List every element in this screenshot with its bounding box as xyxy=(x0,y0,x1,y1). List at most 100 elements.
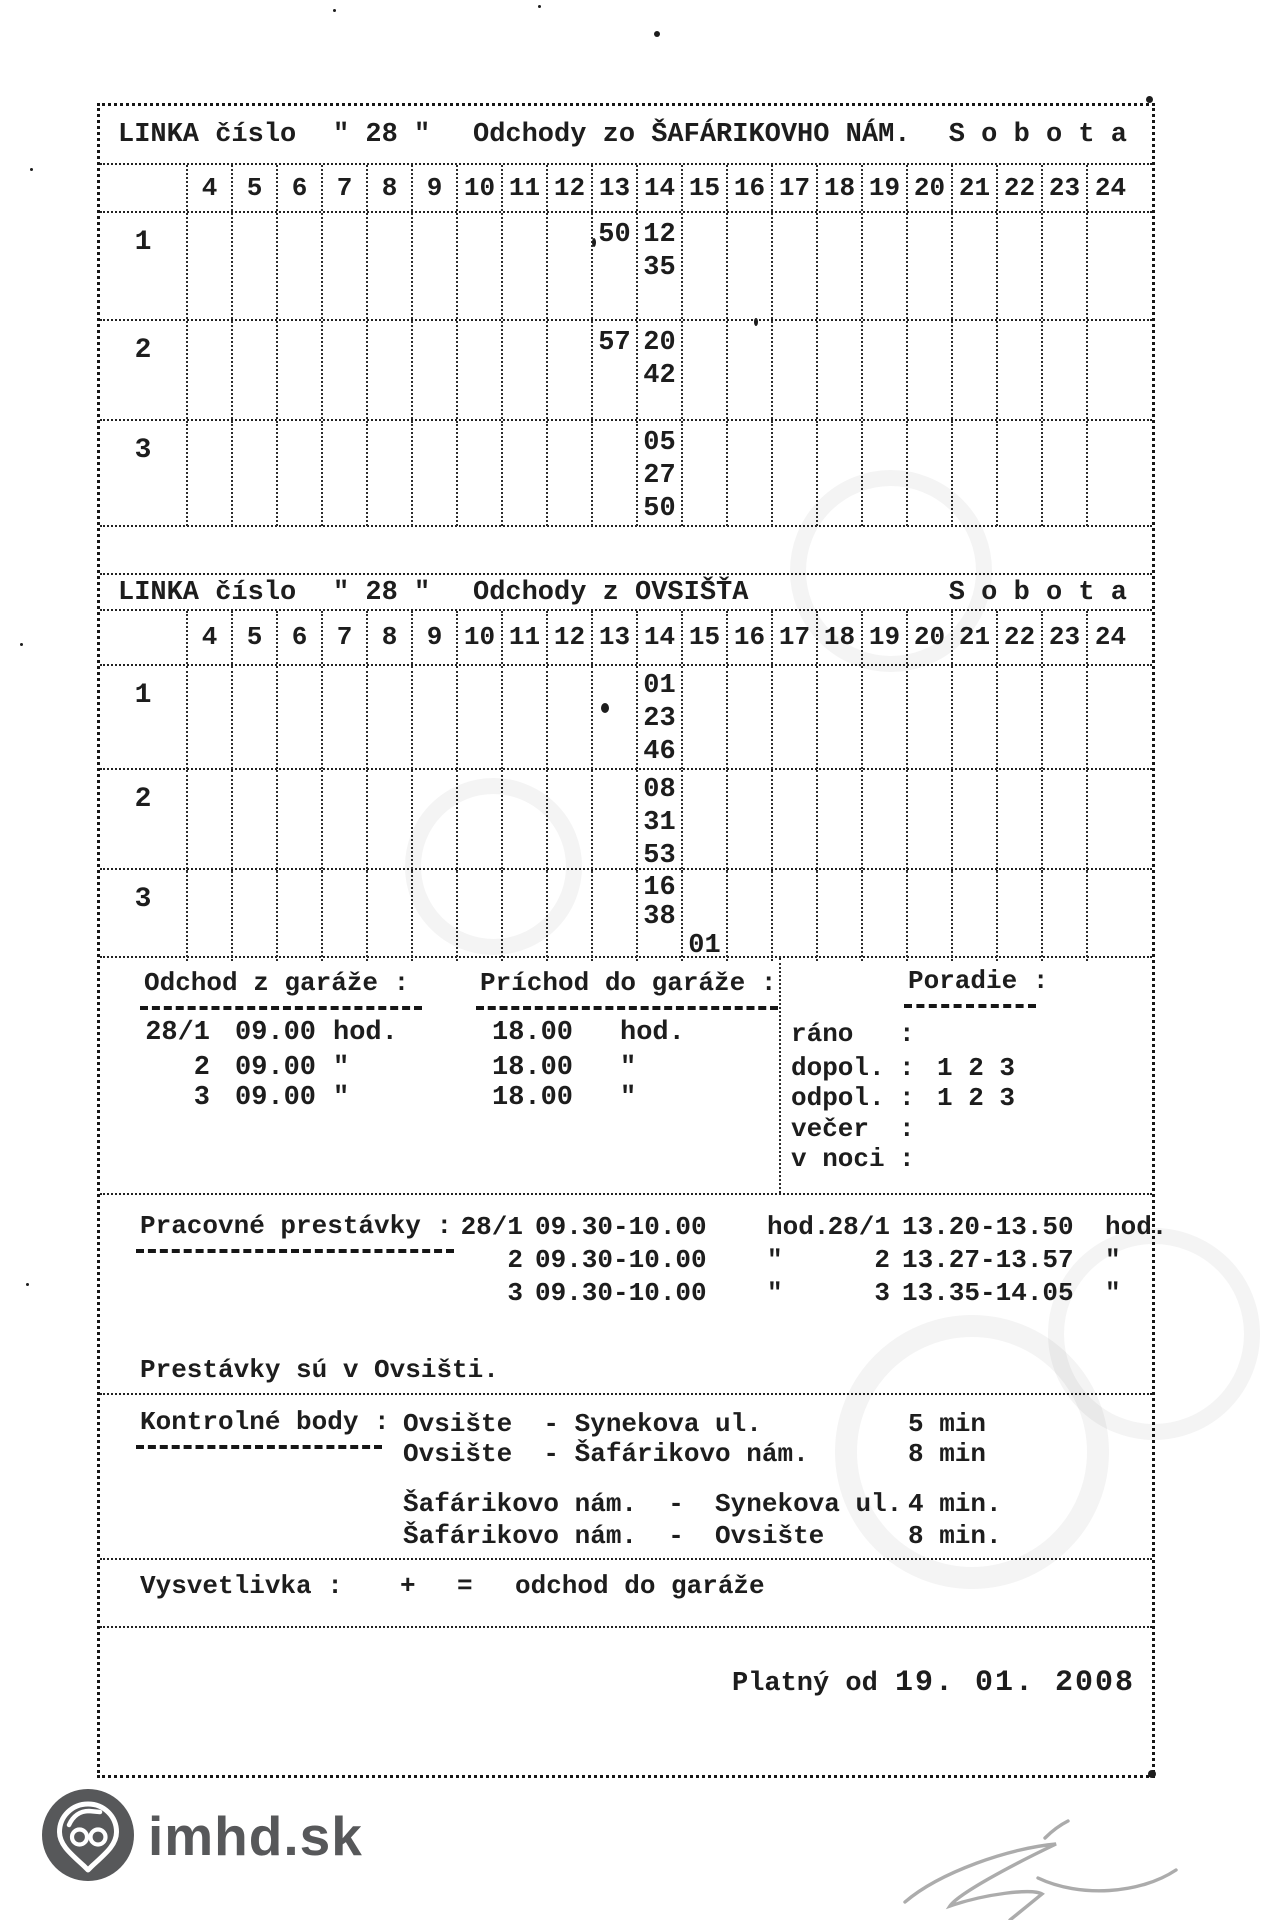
timetable-cell xyxy=(593,770,638,873)
minute-value: 20 xyxy=(643,328,676,358)
minute-value: 08 xyxy=(643,775,676,805)
handwritten-signature xyxy=(903,1819,1178,1920)
weekday-label: S o b o t a xyxy=(948,120,1127,150)
hour-header: 17 xyxy=(773,611,818,664)
dashed-underline xyxy=(476,1006,778,1010)
scan-speck xyxy=(1148,1770,1156,1778)
scan-speck xyxy=(20,643,23,646)
order-value: 1 2 3 xyxy=(937,1053,1016,1083)
garage-arrival-time: 18.00 xyxy=(492,1018,574,1048)
timetable-cell xyxy=(413,770,458,873)
control-points-heading: Kontrolné body : xyxy=(140,1407,390,1437)
control-point-row: Ovsište - Šafárikovo nám. 8 min xyxy=(100,1439,1152,1473)
hour-header: 22 xyxy=(998,611,1043,664)
timetable-cell xyxy=(278,770,323,873)
break-time-range: 13.27-13.57 xyxy=(902,1245,1074,1275)
timetable-cell xyxy=(458,321,503,419)
hour-header: 24 xyxy=(1094,173,1127,203)
timetable-cell xyxy=(188,770,233,873)
timetable-cell xyxy=(908,870,953,961)
timetable-cell xyxy=(1043,666,1088,769)
timetable-cell: 05 27 50 xyxy=(638,421,683,526)
unit-label: " xyxy=(333,1083,350,1113)
order-period-label: večer xyxy=(791,1114,870,1144)
hour-header-spacer xyxy=(100,611,188,664)
timetable-cell xyxy=(683,321,728,419)
bus-number: 28/1 xyxy=(145,1018,210,1048)
garage-departure-time: 09.00 xyxy=(235,1018,317,1048)
timetable-cell xyxy=(1043,770,1088,873)
hour-header: 4 xyxy=(188,611,233,664)
order-value: 1 2 3 xyxy=(937,1083,1016,1113)
timetable-cell xyxy=(413,213,458,319)
garage-row: 2 09.00 " 18.00 " xyxy=(100,1053,1152,1087)
timetable-cell xyxy=(953,666,998,769)
control-route: Ovsište - Synekova ul. xyxy=(403,1409,762,1439)
timetable-cell xyxy=(548,421,593,526)
garage-section: Odchod z garáže : Príchod do garáže : Po… xyxy=(100,958,1152,1195)
timetable-cell xyxy=(593,666,638,769)
timetable-cell xyxy=(728,321,773,419)
minute-value: 46 xyxy=(643,737,676,767)
scan-speck xyxy=(333,9,336,12)
timetable-row: 1 01 23 46 xyxy=(100,666,1152,770)
vehicle-order-number: 2 xyxy=(100,321,188,419)
order-period-label: ráno xyxy=(791,1019,854,1049)
timetable-cell xyxy=(503,666,548,769)
timetable-cell xyxy=(728,870,773,961)
timetable-cell xyxy=(188,421,233,526)
unit-label: hod. xyxy=(1105,1212,1168,1242)
timetable-cell xyxy=(728,770,773,873)
minute-value: 42 xyxy=(643,361,676,391)
timetable-rows: 1 50 12 35 2 57 20 42 3 05 27 50 xyxy=(100,213,1152,527)
table-title-prefix: LINKA číslo xyxy=(118,578,297,608)
timetable-cell xyxy=(863,321,908,419)
hour-header: 12 xyxy=(548,611,593,664)
timetable-cell xyxy=(323,770,368,873)
timetable-cell xyxy=(368,770,413,873)
timetable-cell xyxy=(728,213,773,319)
timetable-cell: 01 xyxy=(683,870,728,961)
timetable-cell xyxy=(998,421,1043,526)
timetable-cell xyxy=(953,321,998,419)
timetable-cell xyxy=(1088,770,1133,873)
hour-header: 9 xyxy=(413,611,458,664)
timetable-cell xyxy=(233,666,278,769)
hour-header: 13 xyxy=(593,165,638,211)
timetable-cell xyxy=(278,213,323,319)
garage-arrival-heading: Príchod do garáže : xyxy=(480,968,777,998)
breaks-location-note: Prestávky sú v Ovsišti. xyxy=(140,1355,499,1385)
bus-number: 3 xyxy=(874,1278,890,1308)
timetable-cell xyxy=(908,321,953,419)
timetable-cell xyxy=(773,421,818,526)
break-time-range: 09.30-10.00 xyxy=(535,1278,707,1308)
timetable-cell xyxy=(233,770,278,873)
timetable-cell xyxy=(863,421,908,526)
hour-header: 15 xyxy=(683,165,728,211)
timetable-cell xyxy=(1043,321,1088,419)
unit-label: hod. xyxy=(333,1018,398,1048)
vehicle-order-number: 2 xyxy=(100,770,188,873)
hour-header: 11 xyxy=(503,165,548,211)
row-tail xyxy=(1133,770,1152,873)
timetable-row: 1 50 12 35 xyxy=(100,213,1152,321)
timetable-cell xyxy=(593,421,638,526)
vehicle-order-number: 1 xyxy=(100,213,188,319)
morning-breaks-group: 28/1 09.30-10.00 hod. 2 09.30-10.00 " 3 09.30-1… xyxy=(413,1211,837,1310)
order-row: ráno: xyxy=(791,1019,937,1053)
vehicle-order-number: 1 xyxy=(100,666,188,769)
hour-header: 18 xyxy=(818,611,863,664)
minute-value: 57 xyxy=(598,328,631,358)
hour-header: 5 xyxy=(233,611,278,664)
timetable-cell xyxy=(368,666,413,769)
timetable-cell xyxy=(233,870,278,961)
timetable-cell xyxy=(998,770,1043,873)
timetable-cell xyxy=(728,666,773,769)
bus-number: 3 xyxy=(507,1278,523,1308)
timetable-sheet: LINKA číslo " 28 " Odchody zo ŠAFÁRIKOVH… xyxy=(97,103,1167,1778)
hour-header: 11 xyxy=(503,611,548,664)
garage-arrival-time: 18.00 xyxy=(492,1053,574,1083)
timetable-table-ovsiste: LINKA číslo " 28 " Odchody z OVSIŠŤA S o… xyxy=(100,573,1152,961)
order-row: večer: xyxy=(791,1114,937,1148)
unit-label: " xyxy=(1105,1245,1121,1275)
